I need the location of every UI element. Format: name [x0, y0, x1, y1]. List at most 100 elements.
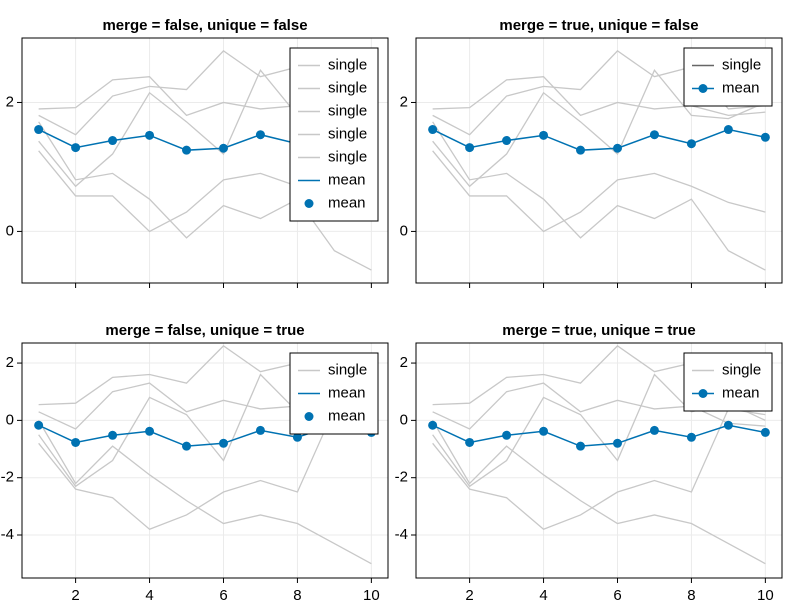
legend-label: mean [722, 384, 760, 401]
mean-marker [465, 437, 475, 447]
mean-marker [576, 145, 586, 155]
legend-box [683, 352, 773, 412]
single-line [432, 69, 766, 188]
mean-marker [465, 143, 475, 153]
mean-marker [576, 441, 586, 451]
mean-marker [612, 143, 622, 153]
x-tick-label: 8 [293, 587, 301, 600]
panel-title: merge = false, unique = true [105, 322, 304, 339]
y-tick-label: -4 [395, 526, 408, 543]
legend: single single single single single mean mean [289, 47, 379, 222]
legend-label: mean [328, 384, 366, 401]
legend-label: mean [722, 79, 760, 96]
mean-marker [218, 143, 228, 153]
legend-label: single [328, 102, 367, 119]
mean-marker [649, 130, 659, 140]
mean-marker [34, 420, 44, 430]
mean-marker [428, 420, 438, 430]
y-tick-label: 0 [6, 222, 14, 239]
mean-marker [255, 425, 265, 435]
y-tick-label: -4 [1, 526, 14, 543]
plot-frame [415, 37, 783, 284]
mean-marker [502, 430, 512, 440]
legend-label: single [328, 56, 367, 73]
y-tick-label: 2 [400, 354, 408, 371]
panel: merge = true, unique = false 0 2 single mean [400, 17, 783, 288]
mean-marker [182, 145, 192, 155]
mean-marker [34, 125, 44, 135]
legend-label: single [328, 125, 367, 142]
y-tick-label: 0 [400, 222, 408, 239]
legend-label: single [328, 148, 367, 165]
mean-marker [145, 426, 155, 436]
panel-title: merge = false, unique = false [102, 17, 307, 34]
y-tick-label: 0 [6, 411, 14, 428]
mean-marker [292, 432, 302, 442]
x-tick-label: 10 [363, 587, 380, 600]
single-line [432, 408, 766, 531]
legend-label: mean [328, 171, 366, 188]
legend-marker [304, 199, 314, 208]
panel: merge = false, unique = true -4 -2 0 2 2 4 6 8 10… [1, 322, 389, 600]
x-tick-label: 2 [71, 587, 79, 600]
single-line [432, 382, 766, 430]
mean-marker [428, 125, 438, 135]
legend-label: single [722, 361, 761, 378]
mean-marker [723, 420, 733, 430]
mean-line [432, 128, 766, 151]
x-tick-label: 4 [145, 587, 153, 600]
y-tick-label: 2 [400, 93, 408, 110]
mean-marker [760, 427, 770, 437]
y-tick-label: 2 [6, 354, 14, 371]
y-tick-label: -2 [1, 469, 14, 486]
legend: single mean [683, 352, 773, 412]
mean-marker [649, 425, 659, 435]
mean-marker [108, 430, 118, 440]
mean-marker [218, 438, 228, 448]
legend-box [683, 47, 773, 107]
plot-frame [21, 37, 389, 284]
single-line [432, 150, 766, 233]
single-line [432, 76, 766, 117]
x-tick-label: 6 [613, 587, 621, 600]
mean-marker [255, 130, 265, 140]
x-tick-label: 8 [687, 587, 695, 600]
mean-marker [71, 143, 81, 153]
mean-marker [723, 125, 733, 135]
legend-label: single [722, 56, 761, 73]
legend-marker [698, 84, 708, 93]
single-line [38, 420, 372, 565]
x-tick-label: 2 [465, 587, 473, 600]
x-tick-label: 10 [757, 587, 774, 600]
legend-marker [698, 389, 708, 398]
x-tick-label: 6 [219, 587, 227, 600]
y-tick-label: 2 [6, 93, 14, 110]
mean-marker [760, 132, 770, 142]
panel-title: merge = true, unique = true [502, 322, 695, 339]
mean-marker [612, 438, 622, 448]
legend-marker [304, 412, 314, 421]
panel: merge = false, unique = false02singlesin… [6, 17, 389, 288]
y-tick-label: 0 [400, 411, 408, 428]
mean-marker [108, 136, 118, 146]
single-line [432, 420, 766, 565]
mean-line [432, 424, 766, 447]
single-line [38, 408, 372, 531]
legend-label: single [328, 79, 367, 96]
legend-label: mean [328, 194, 366, 211]
mean-marker [686, 139, 696, 149]
mean-marker [502, 136, 512, 146]
x-tick-label: 4 [539, 587, 547, 600]
single-line [432, 121, 766, 271]
legend: single mean mean [289, 352, 379, 435]
mean-marker [539, 426, 549, 436]
mean-marker [71, 437, 81, 447]
mean-marker [539, 130, 549, 140]
single-line [38, 121, 372, 271]
legend-label: mean [328, 407, 366, 424]
legend-label: single [328, 361, 367, 378]
panel-title: merge = true, unique = false [499, 17, 698, 34]
legend: single mean [683, 47, 773, 107]
mean-marker [145, 130, 155, 140]
